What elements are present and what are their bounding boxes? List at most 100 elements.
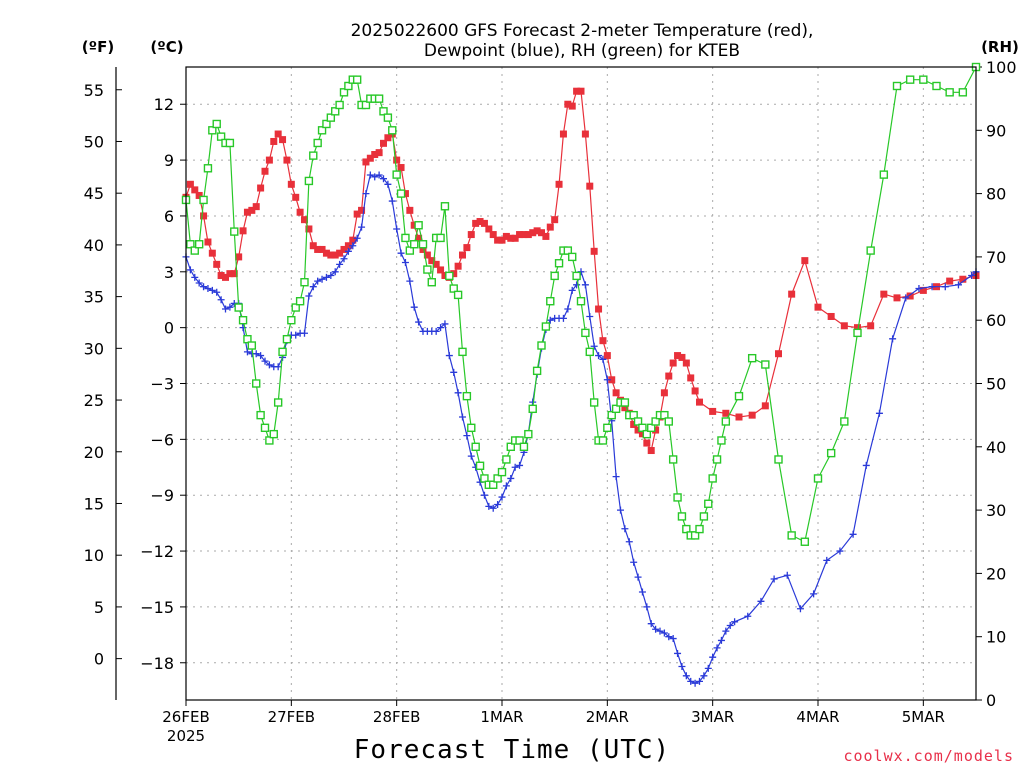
dewpoint-point (191, 273, 199, 281)
dewpoint-point (744, 612, 752, 620)
dewpoint-point (349, 242, 357, 250)
rh-point (958, 88, 968, 97)
rh-point (304, 176, 314, 186)
temperature-point (287, 180, 295, 188)
temperature-point (919, 286, 927, 294)
rh-point (313, 138, 322, 148)
rh-point (247, 341, 257, 350)
rh-point (585, 347, 594, 357)
temperature-point (502, 232, 510, 240)
dewpoint-point (889, 335, 897, 343)
dewpoint-point (638, 588, 646, 596)
celsius-tick-label: −12 (140, 542, 174, 561)
dewpoint-point (902, 294, 910, 302)
temperature-point (801, 257, 809, 265)
rh-point (840, 417, 849, 426)
dewpoint-point (564, 305, 572, 313)
dewpoint-point (704, 664, 712, 672)
dewpoint-point (252, 350, 260, 358)
rh-point (212, 119, 221, 129)
temperature-point (533, 227, 541, 235)
celsius-tick-label: −6 (150, 430, 174, 449)
rh-tick-label: 30 (986, 501, 1006, 520)
dewpoint-point (968, 272, 976, 280)
dewpoint-point (331, 268, 339, 276)
dewpoint-point (696, 677, 703, 685)
rh-point (506, 442, 515, 451)
dewpoint-point (770, 575, 778, 583)
dewpoint-point (336, 260, 344, 268)
rh-point (532, 366, 542, 376)
rh-point (194, 240, 204, 249)
dewpoint-point (375, 171, 383, 179)
temperature-point (485, 225, 493, 233)
temperature-point (581, 130, 589, 138)
temperature-point (336, 249, 344, 257)
rh-point (673, 493, 682, 502)
celsius-tick-label: 12 (154, 95, 174, 114)
temperature-point (595, 305, 603, 313)
temperature-point (555, 180, 563, 188)
temperature-point (292, 193, 300, 201)
dewpoint-point (353, 234, 361, 242)
fahrenheit-tick-label: 10 (84, 546, 104, 565)
rh-point (576, 297, 586, 306)
rh-point (388, 126, 397, 135)
series-temperature (182, 87, 980, 455)
temperature-point (375, 149, 383, 157)
temperature-point (380, 139, 387, 147)
rh-point (475, 461, 485, 470)
temperature-point (283, 156, 291, 164)
fahrenheit-unit-label: (ºF) (82, 38, 114, 56)
fahrenheit-tick-label: 40 (84, 236, 104, 255)
dewpoint-point (687, 677, 695, 685)
dewpoint-point (485, 502, 493, 510)
rh-point (216, 132, 226, 141)
dewpoint-point (875, 409, 883, 417)
temperature-point (213, 260, 221, 268)
temperature-point (200, 212, 208, 220)
dewpoint-point (717, 636, 725, 644)
dewpoint-point (204, 285, 212, 293)
celsius-tick-label: 3 (164, 263, 174, 282)
dewpoint-point (836, 547, 844, 555)
temperature-point (652, 426, 660, 434)
temperature-point (788, 290, 796, 298)
rh-tick-label: 0 (986, 691, 996, 710)
dewpoint-point (634, 573, 642, 581)
temperature-point (827, 312, 835, 320)
dewpoint-point (410, 303, 418, 311)
celsius-tick-label: −15 (140, 598, 174, 617)
dewpoint-point (647, 620, 655, 628)
series-rh (181, 62, 981, 546)
rh-point (256, 410, 265, 420)
dewpoint-point (954, 281, 962, 289)
rh-point (932, 81, 941, 91)
temperature-point (709, 407, 717, 415)
temperature-point (441, 272, 449, 280)
temperature-point (546, 223, 554, 231)
temperature-point (568, 102, 576, 110)
dewpoint-point (678, 662, 686, 670)
rh-point (243, 334, 252, 344)
temperature-point (248, 206, 256, 214)
temperature-point (638, 430, 646, 438)
rh-point (405, 246, 415, 255)
rh-point (826, 448, 836, 458)
dewpoint-point (669, 635, 677, 643)
fahrenheit-tick-label: 25 (84, 391, 104, 410)
dewpoint-point (612, 473, 620, 481)
temperature-point (494, 236, 502, 244)
rh-point (589, 398, 599, 407)
rh-point (265, 436, 274, 445)
rh-point (712, 455, 722, 464)
rh-point (528, 404, 537, 414)
dewpoint-point (274, 363, 282, 371)
temperature-point (854, 324, 861, 332)
temperature-point (410, 221, 418, 229)
fahrenheit-tick-label: 15 (84, 494, 104, 513)
dewpoint-point (516, 461, 524, 469)
celsius-tick-label: −9 (150, 486, 174, 505)
temperature-point (353, 210, 361, 218)
dewpoint-point (507, 474, 515, 482)
